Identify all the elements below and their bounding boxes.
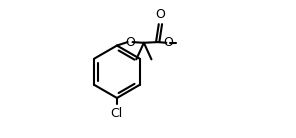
Text: O: O <box>155 8 165 21</box>
Text: O: O <box>163 36 173 49</box>
Text: Cl: Cl <box>110 107 122 120</box>
Text: O: O <box>125 36 135 49</box>
